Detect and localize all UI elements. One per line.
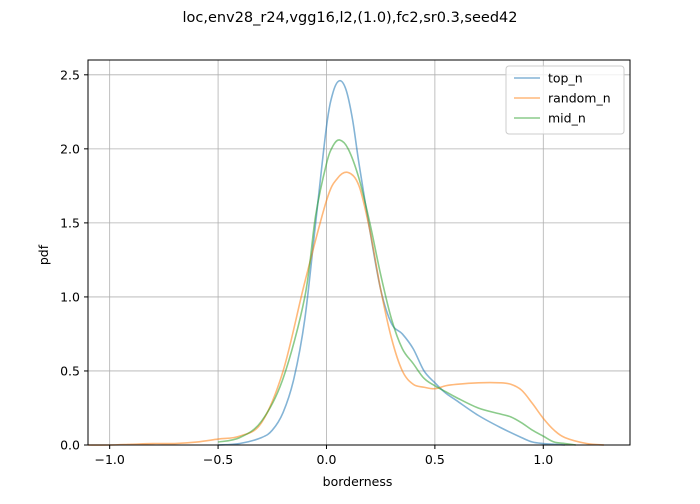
series-lines — [87, 79, 605, 446]
series-line-mid_n — [217, 139, 576, 446]
series-line-random_n — [87, 171, 605, 446]
legend-label-mid_n: mid_n — [548, 111, 586, 126]
y-axis-label: pdf — [36, 244, 51, 265]
legend-label-top_n: top_n — [548, 71, 583, 86]
y-tick-label: 1.5 — [60, 215, 80, 230]
x-tick-label: 0.0 — [317, 452, 337, 467]
x-tick-label: 1.0 — [533, 452, 553, 467]
legend: top_n random_n mid_n — [505, 65, 625, 135]
plot-area — [87, 59, 631, 446]
axis-ticks: −1.0 −0.5 0.0 0.5 1.0 0.0 0.5 1.0 1.5 2.0 2.5 — [60, 67, 553, 467]
y-tick-label: 0.0 — [60, 438, 80, 453]
chart-title: loc,env28_r24,vgg16,l2,(1.0),fc2,sr0.3,s… — [183, 10, 518, 26]
legend-label-random_n: random_n — [548, 91, 611, 106]
legend-box — [505, 65, 625, 135]
y-tick-label: 2.0 — [60, 141, 80, 156]
x-tick-label: 0.5 — [425, 452, 445, 467]
x-tick-label: −0.5 — [203, 452, 233, 467]
x-tick-label: −1.0 — [95, 452, 125, 467]
x-axis-label: borderness — [323, 474, 393, 489]
y-tick-label: 2.5 — [60, 67, 80, 82]
y-tick-label: 0.5 — [60, 363, 80, 378]
y-tick-label: 1.0 — [60, 289, 80, 304]
